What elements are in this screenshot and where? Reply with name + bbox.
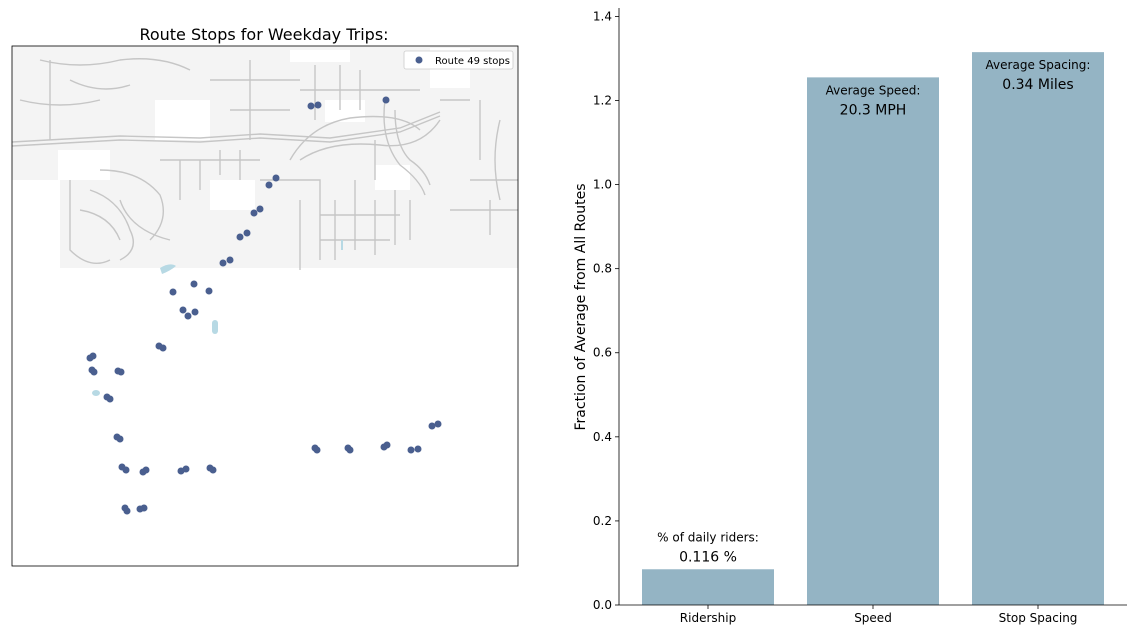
y-tick-label: 1.0 bbox=[593, 178, 612, 192]
stop-marker bbox=[191, 308, 199, 316]
stop-marker bbox=[407, 446, 415, 454]
y-tick-label: 1.2 bbox=[593, 93, 612, 107]
stop-marker bbox=[382, 96, 390, 104]
bar bbox=[807, 77, 939, 605]
stop-marker bbox=[265, 181, 273, 189]
y-tick-label: 1.4 bbox=[593, 9, 612, 23]
stop-marker bbox=[236, 233, 244, 241]
y-tick-label: 0.8 bbox=[593, 262, 612, 276]
map-legend: Route 49 stops bbox=[403, 50, 514, 70]
annotation-label: Average Spacing: bbox=[986, 58, 1091, 72]
map-title: Route Stops for Weekday Trips: bbox=[139, 25, 388, 44]
water-bodies bbox=[92, 240, 343, 396]
stop-marker bbox=[272, 174, 280, 182]
stop-marker bbox=[123, 507, 131, 515]
x-axis-ticks: Ridership Speed Stop Spacing bbox=[680, 605, 1078, 625]
y-tick-label: 0.2 bbox=[593, 514, 612, 528]
stop-marker bbox=[140, 504, 148, 512]
stop-marker bbox=[179, 306, 187, 314]
stop-marker bbox=[106, 395, 114, 403]
stop-marker bbox=[414, 445, 422, 453]
route-stops bbox=[86, 96, 442, 515]
bars bbox=[642, 52, 1104, 606]
stop-marker bbox=[209, 466, 217, 474]
map-panel: Route Stops for Weekday Trips: bbox=[11, 25, 519, 567]
stop-marker bbox=[184, 312, 192, 320]
y-tick-label: 0.0 bbox=[593, 598, 612, 612]
stop-marker bbox=[250, 209, 258, 217]
y-axis-label: Fraction of Average from All Routes bbox=[573, 184, 589, 431]
stop-marker bbox=[219, 259, 227, 267]
stop-marker bbox=[142, 466, 150, 474]
stop-marker bbox=[314, 101, 322, 109]
bar-chart-panel: Fraction of Average from All Routes 0.00… bbox=[573, 8, 1127, 625]
stop-marker bbox=[159, 344, 167, 352]
stop-marker bbox=[122, 466, 130, 474]
annotation-value: 20.3 MPH bbox=[840, 102, 907, 118]
legend-marker bbox=[415, 56, 423, 64]
stop-marker bbox=[428, 422, 436, 430]
stop-marker bbox=[190, 280, 198, 288]
stop-marker bbox=[307, 102, 315, 110]
basemap bbox=[12, 46, 518, 515]
stop-marker bbox=[182, 465, 190, 473]
stop-marker bbox=[205, 287, 213, 295]
legend-label: Route 49 stops bbox=[435, 56, 510, 67]
map-frame bbox=[11, 45, 519, 567]
stop-marker bbox=[89, 352, 97, 360]
y-axis-ticks: 0.0 0.2 0.4 0.6 0.8 1.0 1.2 1.4 bbox=[593, 9, 619, 612]
stop-marker bbox=[256, 205, 264, 213]
stop-marker bbox=[346, 446, 354, 454]
stop-marker bbox=[434, 420, 442, 428]
stop-marker bbox=[117, 368, 125, 376]
x-tick-label: Stop Spacing bbox=[999, 611, 1078, 625]
roads bbox=[12, 58, 518, 270]
stop-marker bbox=[226, 256, 234, 264]
x-tick-label: Speed bbox=[854, 611, 892, 625]
bar bbox=[972, 52, 1104, 606]
stop-marker bbox=[169, 288, 177, 296]
annotation-value: 0.34 Miles bbox=[1002, 77, 1073, 93]
stop-marker bbox=[313, 446, 321, 454]
stop-marker bbox=[90, 368, 98, 376]
annotation-label: % of daily riders: bbox=[657, 530, 759, 544]
stop-marker bbox=[383, 441, 391, 449]
stop-marker bbox=[243, 229, 251, 237]
y-tick-label: 0.6 bbox=[593, 346, 612, 360]
stop-marker bbox=[116, 435, 124, 443]
y-tick-label: 0.4 bbox=[593, 430, 612, 444]
bar bbox=[642, 569, 774, 605]
bar-annotations: % of daily riders: 0.116 % Average Speed: 2… bbox=[657, 58, 1090, 565]
annotation-label: Average Speed: bbox=[826, 83, 921, 97]
annotation-value: 0.116 % bbox=[679, 549, 737, 565]
x-tick-label: Ridership bbox=[680, 611, 736, 625]
